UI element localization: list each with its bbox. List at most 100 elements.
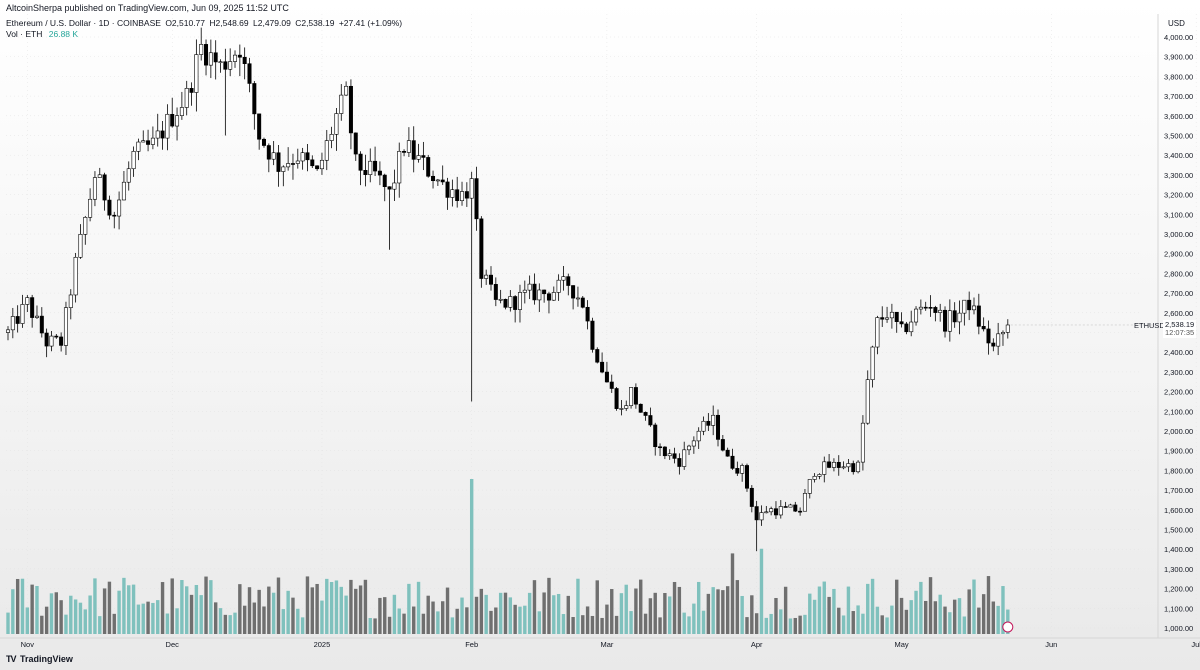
candle-body — [358, 153, 363, 171]
candle-body — [696, 430, 701, 442]
volume-bar — [185, 586, 189, 634]
y-tick-label: 3,100.00 — [1164, 210, 1193, 219]
x-tick-label: Jun — [1045, 640, 1057, 649]
volume-bar — [822, 581, 826, 634]
volume-bar — [745, 617, 749, 634]
volume-bar — [542, 592, 546, 634]
volume-bar — [590, 615, 595, 634]
volume-bar — [827, 596, 831, 634]
candle-body — [802, 493, 807, 512]
volume-bar — [416, 581, 421, 634]
y-tick-label: 1,900.00 — [1164, 447, 1193, 456]
candle-body — [841, 466, 846, 469]
volume-bar — [397, 608, 401, 634]
candle-body — [604, 371, 609, 383]
legend-volume-label[interactable]: Vol · ETH — [6, 29, 43, 39]
volume-bar — [392, 594, 397, 634]
volume-bar — [291, 597, 295, 634]
candle-body — [464, 191, 469, 199]
candle-body — [39, 315, 44, 334]
candle-body — [15, 316, 20, 324]
volume-bar — [378, 597, 382, 634]
volume-bar — [991, 601, 996, 634]
volume-bar — [532, 580, 537, 634]
candle-body — [928, 307, 933, 309]
volume-bar — [605, 604, 609, 634]
candle-body — [1000, 332, 1005, 335]
volume-bar — [846, 586, 851, 634]
volume-bar — [325, 578, 329, 634]
volume-bar — [310, 587, 314, 634]
candle-body — [315, 165, 320, 170]
candle-body — [846, 463, 851, 468]
candle-body — [34, 315, 39, 318]
volume-bar — [841, 615, 846, 634]
candle-body — [561, 276, 566, 281]
volume-bar — [189, 594, 194, 634]
candle-body — [68, 294, 73, 308]
volume-bar — [20, 578, 25, 634]
candle-body — [498, 298, 503, 301]
candle-body — [807, 479, 812, 494]
volume-bar — [344, 595, 348, 634]
y-tick-label: 3,200.00 — [1164, 191, 1193, 200]
candle-body — [904, 323, 909, 333]
candle-body — [812, 475, 817, 480]
legend-symbol[interactable]: Ethereum / U.S. Dollar · 1D · COINBASE — [6, 18, 161, 28]
candle-body — [78, 234, 83, 258]
candle-body — [44, 332, 49, 347]
candle-body — [10, 316, 15, 331]
candle-body — [600, 361, 605, 373]
candle-body — [619, 408, 624, 410]
volume-bar — [44, 606, 49, 634]
volume-bar — [648, 598, 653, 634]
volume-bar — [832, 588, 836, 634]
candle-body — [865, 379, 870, 424]
candle-body — [740, 465, 745, 474]
volume-bar — [1001, 586, 1005, 634]
volume-bar — [11, 589, 15, 634]
candle-body — [402, 150, 407, 153]
tradingview-watermark[interactable]: TV TradingView — [6, 654, 73, 664]
volume-bar — [59, 600, 63, 634]
volume-bar — [387, 616, 392, 634]
candle-body — [440, 179, 445, 183]
volume-bar — [595, 580, 599, 634]
bar-countdown: 12:07:35 — [1165, 328, 1195, 337]
volume-bar — [170, 578, 174, 634]
y-tick-label: 1,300.00 — [1164, 565, 1193, 574]
volume-bar — [682, 612, 686, 634]
candle-body — [6, 329, 11, 333]
candle-body — [571, 285, 576, 299]
candle-body — [189, 88, 194, 93]
volume-bar — [721, 590, 725, 634]
volume-bar — [479, 588, 484, 634]
candle-body — [566, 276, 571, 286]
volume-bar — [629, 611, 633, 634]
y-tick-label: 3,500.00 — [1164, 132, 1193, 141]
grid-layer — [6, 14, 1197, 636]
volume-bar — [112, 613, 116, 634]
volume-bar — [803, 614, 807, 634]
volume-bar — [358, 585, 363, 634]
candle-body — [305, 152, 310, 161]
candle-body — [286, 163, 291, 168]
y-tick-label: 2,700.00 — [1164, 289, 1193, 298]
candle-body — [295, 160, 300, 164]
y-tick-label: 3,700.00 — [1164, 92, 1193, 101]
volume-bar — [455, 608, 459, 634]
candle-body — [870, 346, 875, 380]
tradingview-logo-icon: TV — [6, 654, 16, 664]
volume-bar — [49, 593, 54, 634]
candle-body — [851, 463, 856, 473]
volume-bar — [122, 577, 126, 634]
candle-body — [363, 170, 368, 175]
volume-bar — [764, 617, 769, 634]
volume-bar — [421, 613, 426, 634]
volume-bar — [117, 590, 121, 634]
currency-label[interactable]: USD — [1168, 19, 1185, 28]
candle-body — [991, 342, 996, 347]
volume-bar — [262, 606, 266, 634]
